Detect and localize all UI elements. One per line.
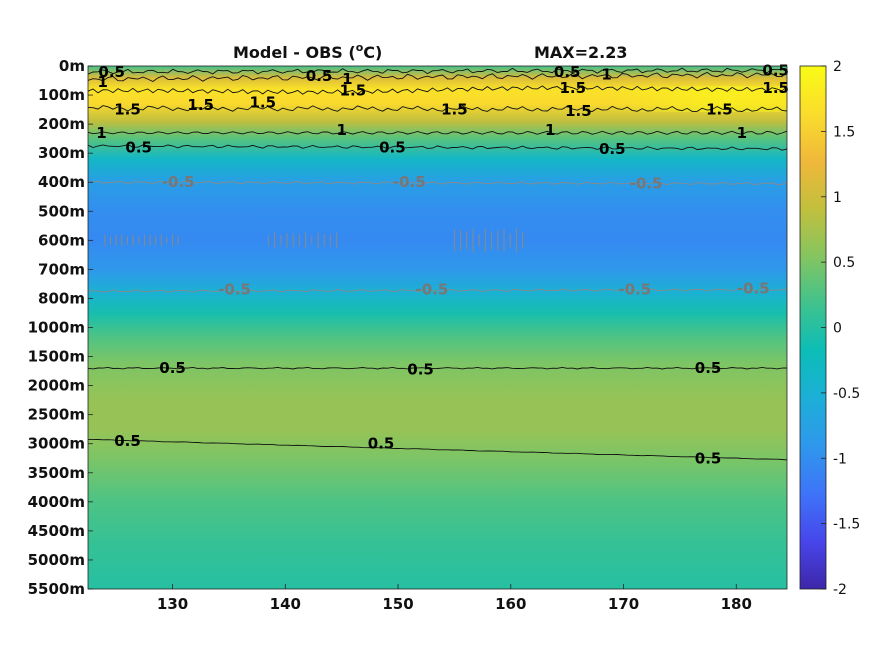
contour-label-16: 1.5: [706, 101, 733, 119]
positive-contour-lines: [87, 67, 788, 461]
contour-line-0.5-1500m: [87, 366, 788, 370]
contour-labels: 0.511.51.51.50.511.51.50.511.51.50.511.5…: [96, 61, 809, 467]
x-tick-label-0: 130: [157, 595, 188, 613]
contour-label-0: 0.5: [98, 63, 125, 81]
y-tick-label-7: 700m: [38, 260, 85, 278]
contour-label-23: 0.5: [599, 140, 626, 158]
y-tick-label-17: 5000m: [28, 551, 85, 569]
contour-label-18: 1: [336, 121, 346, 139]
contour-label-3: 1.5: [187, 96, 214, 114]
chart-title-text: Model - OBS (: [233, 43, 356, 62]
colorbar-tick-label-8: -2: [833, 582, 847, 598]
colorbar-tick-label-6: -1: [833, 451, 847, 467]
contour-label-7: 1.5: [340, 82, 367, 100]
contour-line-0.5-upper: [87, 144, 788, 151]
contour-label-2: 1.5: [114, 101, 141, 119]
contour-line-0.5-3000m: [88, 439, 788, 461]
contour-line-1.5-top: [87, 85, 788, 95]
contour-label-25: 0.5: [407, 361, 434, 379]
contour-label-13: 0.5: [762, 61, 789, 79]
y-axis-ticks: 0m 100m 200m 300m 400m 500m 600m 700m 800m 1000m 1…: [28, 57, 93, 598]
y-tick-label-13: 3000m: [28, 435, 85, 453]
contour-line-neg0.5-800m: [87, 288, 788, 293]
contour-label-4: 1.5: [250, 93, 277, 111]
colorbar-ticks: 2 1.5 1 0.5 0 -0.5 -1 -1.5 -2: [821, 59, 860, 598]
contour-label-12: 1.5: [565, 102, 592, 120]
colorbar-tick-label-4: 0: [833, 321, 842, 337]
negative-contour-label-0: -0.5: [162, 173, 195, 191]
x-tick-label-5: 180: [721, 595, 752, 613]
y-tick-label-10: 1500m: [28, 348, 85, 366]
chart-title-unit: C): [363, 43, 382, 62]
contour-label-9: 0.5: [554, 63, 581, 81]
x-tick-label-2: 150: [382, 595, 413, 613]
colorbar-tick-label-2: 1: [833, 190, 842, 206]
y-tick-label-0: 0m: [59, 57, 85, 75]
x-tick-label-1: 140: [270, 595, 301, 613]
colorbar-tick-label-7: -1.5: [833, 517, 860, 533]
contour-line-1-top: [87, 71, 788, 83]
contour-label-15: 1.5: [762, 79, 789, 97]
negative-contour-label-3: -0.5: [218, 281, 251, 299]
y-tick-label-15: 4000m: [28, 493, 85, 511]
heatmap-field: [88, 66, 787, 589]
y-tick-label-5: 500m: [38, 202, 85, 220]
colorbar-tick-label-3: 0.5: [833, 255, 855, 271]
x-tick-label-4: 170: [608, 595, 639, 613]
y-tick-label-4: 400m: [38, 173, 85, 191]
y-tick-label-2: 200m: [38, 115, 85, 133]
contour-label-28: 0.5: [368, 435, 395, 453]
colorbar-tick-label-0: 2: [833, 59, 842, 75]
negative-contour-label-1: -0.5: [393, 173, 426, 191]
y-tick-label-16: 4500m: [28, 522, 85, 540]
negative-contour-label-5: -0.5: [618, 281, 651, 299]
chart-title: Model - OBS (oC): [233, 41, 382, 62]
y-tick-label-11: 2000m: [28, 377, 85, 395]
contour-label-8: 1.5: [441, 101, 468, 119]
contour-label-27: 0.5: [114, 432, 141, 450]
contour-label-22: 0.5: [379, 138, 406, 156]
contour-label-21: 0.5: [125, 138, 152, 156]
contour-label-6: 1: [342, 70, 352, 88]
contour-label-20: 1: [737, 124, 747, 142]
contour-line-1.5-bottom: [87, 105, 788, 112]
contour-label-24: 0.5: [159, 359, 186, 377]
colorbar-tick-label-1: 1.5: [833, 124, 855, 140]
contour-label-19: 1: [545, 121, 555, 139]
contour-line-neg0.5-400m: [87, 180, 788, 186]
y-tick-label-6: 600m: [38, 231, 85, 249]
x-axis-ticks: 130 140 150 160 170 180: [157, 584, 752, 613]
contour-label-5: 0.5: [306, 67, 333, 85]
contour-label-1: 1: [97, 73, 107, 91]
contour-line-0.5-top: [87, 67, 788, 75]
spike-artifacts: [104, 228, 524, 253]
y-tick-label-14: 3500m: [28, 464, 85, 482]
negative-contour-label-2: -0.5: [630, 175, 663, 193]
colorbar-tick-label-5: -0.5: [833, 386, 860, 402]
contour-label-11: 1.5: [560, 79, 587, 97]
max-label: MAX=2.23: [534, 43, 628, 62]
negative-contour-label-4: -0.5: [415, 281, 448, 299]
contour-label-26: 0.5: [695, 359, 722, 377]
contour-line-1-bottom: [87, 130, 788, 135]
y-tick-label-3: 300m: [38, 144, 85, 162]
contour-label-17: 1: [96, 124, 106, 142]
x-tick-label-3: 160: [495, 595, 526, 613]
negative-contour-lines: [87, 180, 788, 293]
y-tick-label-8: 800m: [38, 289, 85, 307]
y-tick-label-1: 100m: [38, 86, 85, 104]
chart-title-superscript: o: [356, 41, 364, 54]
y-tick-label-12: 2500m: [28, 406, 85, 424]
y-tick-label-18: 5500m: [28, 580, 85, 598]
contour-label-10: 1: [601, 66, 611, 84]
negative-contour-label-6: -0.5: [737, 279, 770, 297]
y-tick-label-9: 1000m: [28, 319, 85, 337]
contour-label-29: 0.5: [695, 449, 722, 467]
